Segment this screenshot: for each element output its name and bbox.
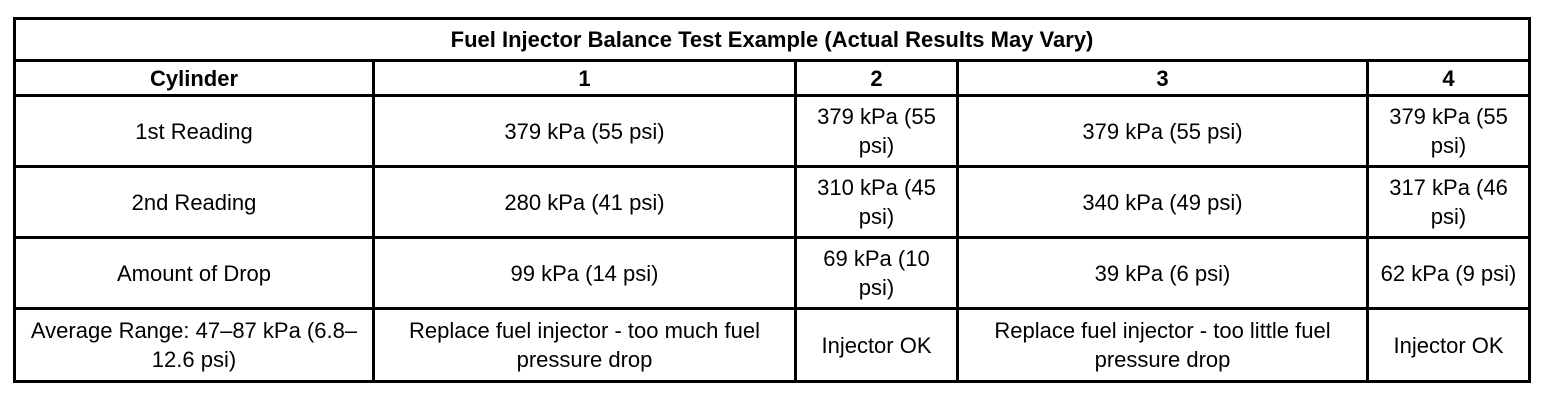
- table-cell: Replace fuel injector - too little fuel …: [956, 307, 1369, 383]
- fuel-injector-balance-table: Fuel Injector Balance Test Example (Actu…: [12, 17, 1532, 383]
- table-row: Average Range: 47–87 kPa (6.8–12.6 psi) …: [13, 307, 1532, 383]
- table-cell: Injector OK: [1365, 307, 1532, 383]
- row-label: 2nd Reading: [13, 165, 375, 239]
- row-label: 1st Reading: [13, 94, 375, 168]
- table-title: Fuel Injector Balance Test Example (Actu…: [12, 17, 1532, 62]
- table-row: 1st Reading 379 kPa (55 psi) 379 kPa (55…: [13, 94, 1532, 168]
- header-row: Cylinder 1 2 3 4: [13, 59, 1532, 97]
- table-cell: 379 kPa (55 psi): [956, 94, 1369, 168]
- row-label: Amount of Drop: [13, 236, 375, 310]
- row-label: Average Range: 47–87 kPa (6.8–12.6 psi): [13, 307, 375, 383]
- table-cell: 310 kPa (45 psi): [794, 165, 959, 239]
- table-cell: 62 kPa (9 psi): [1365, 236, 1532, 310]
- table-cell: 379 kPa (55 psi): [372, 94, 797, 168]
- header-cylinder-2: 2: [794, 59, 959, 97]
- header-cylinder-4: 4: [1365, 59, 1532, 97]
- table-cell: Replace fuel injector - too much fuel pr…: [372, 307, 797, 383]
- table-cell: 340 kPa (49 psi): [956, 165, 1369, 239]
- table-row: Amount of Drop 99 kPa (14 psi) 69 kPa (1…: [13, 236, 1532, 310]
- table-cell: 99 kPa (14 psi): [372, 236, 797, 310]
- table-cell: 39 kPa (6 psi): [956, 236, 1369, 310]
- table-cell: 379 kPa (55 psi): [1365, 94, 1532, 168]
- table-row: 2nd Reading 280 kPa (41 psi) 310 kPa (45…: [13, 165, 1532, 239]
- title-row: Fuel Injector Balance Test Example (Actu…: [12, 17, 1532, 62]
- header-cylinder: Cylinder: [13, 59, 375, 97]
- table-cell: 69 kPa (10 psi): [794, 236, 959, 310]
- header-cylinder-3: 3: [956, 59, 1369, 97]
- table-cell: Injector OK: [794, 307, 959, 383]
- table-cell: 280 kPa (41 psi): [372, 165, 797, 239]
- table-cell: 379 kPa (55 psi): [794, 94, 959, 168]
- header-cylinder-1: 1: [372, 59, 797, 97]
- table-cell: 317 kPa (46 psi): [1365, 165, 1532, 239]
